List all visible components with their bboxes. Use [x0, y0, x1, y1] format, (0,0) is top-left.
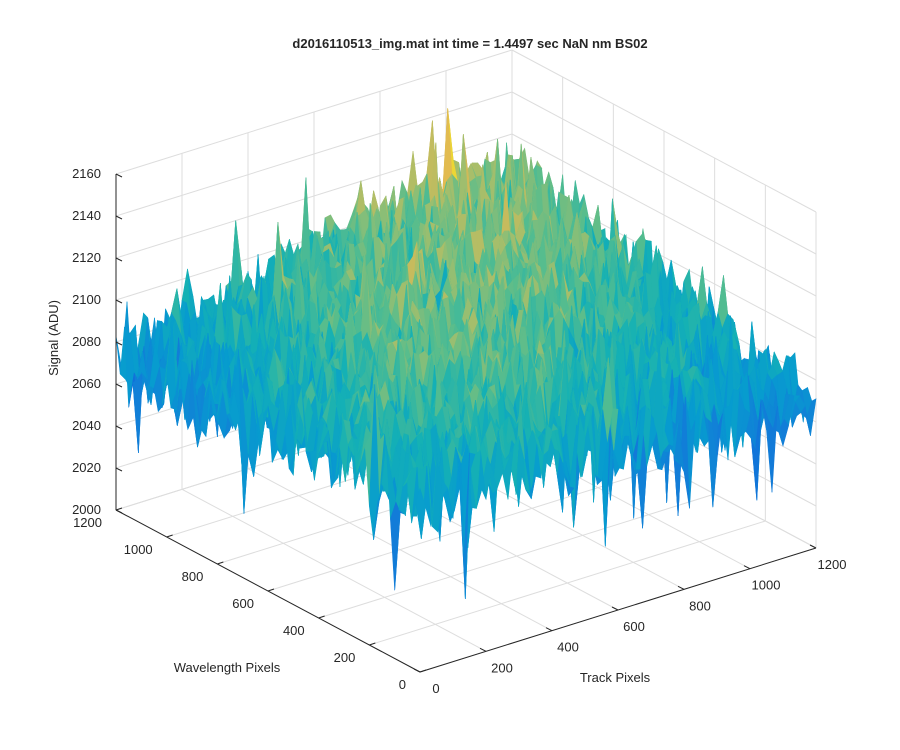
- side-wall-grid-line: [511, 49, 817, 213]
- surface-plot: [115, 108, 817, 600]
- back-wall-grid-line: [115, 49, 513, 175]
- side-wall-grid-line: [511, 91, 817, 255]
- side-wall-grid-line: [511, 133, 817, 297]
- floor-grid-line: [369, 520, 766, 646]
- back-wall-grid-line: [115, 91, 513, 217]
- floor-grid-line: [318, 493, 715, 619]
